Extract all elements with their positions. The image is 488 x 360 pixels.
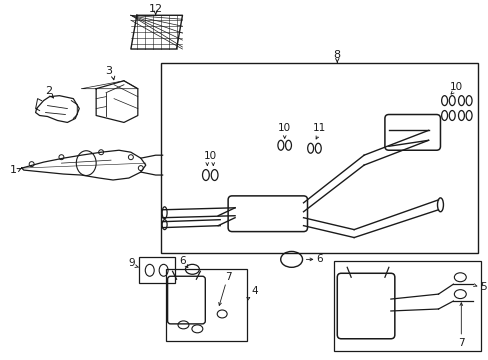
Text: 7: 7 bbox=[457, 338, 464, 348]
Text: 4: 4 bbox=[251, 286, 258, 296]
Bar bbox=[139, 257, 174, 283]
Text: 3: 3 bbox=[105, 66, 112, 76]
Text: 11: 11 bbox=[312, 123, 325, 134]
Text: 2: 2 bbox=[45, 86, 52, 96]
Bar bbox=[161, 63, 477, 253]
Text: 10: 10 bbox=[449, 82, 462, 92]
Text: 6: 6 bbox=[179, 256, 185, 266]
Text: 6: 6 bbox=[315, 255, 322, 264]
Text: 5: 5 bbox=[479, 282, 486, 292]
Text: 9: 9 bbox=[128, 258, 135, 268]
Bar bbox=[334, 261, 480, 351]
Text: 1: 1 bbox=[10, 165, 17, 175]
Text: 12: 12 bbox=[148, 4, 163, 14]
Text: 8: 8 bbox=[333, 50, 340, 60]
Bar bbox=[165, 269, 246, 341]
Text: 10: 10 bbox=[278, 123, 291, 134]
Text: 7: 7 bbox=[224, 272, 231, 282]
Text: 10: 10 bbox=[203, 151, 216, 161]
